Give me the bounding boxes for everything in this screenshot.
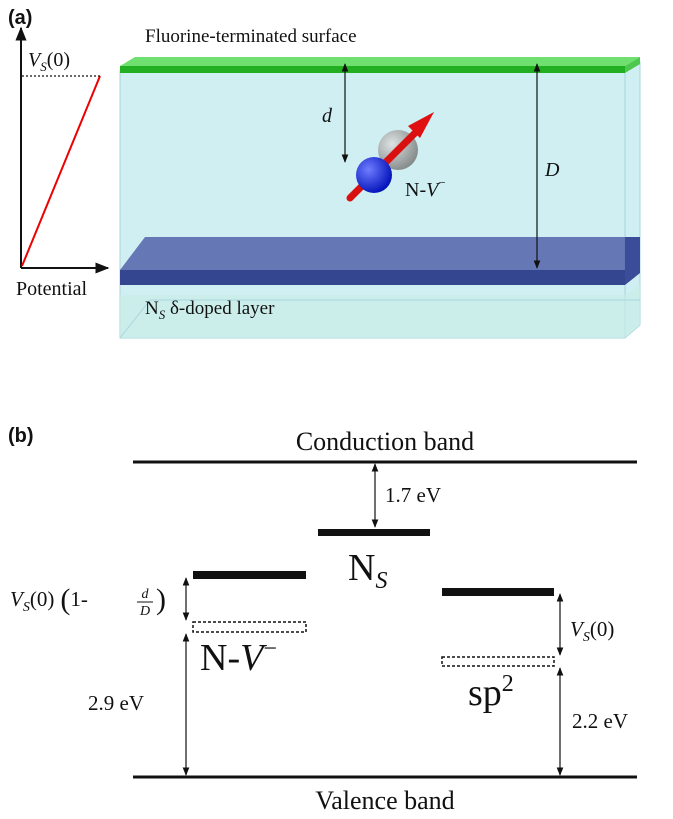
level-label: N-V− <box>200 636 277 679</box>
nv-level <box>193 571 306 579</box>
level-label: sp2 <box>468 671 514 714</box>
band-label: Valence band <box>315 786 454 815</box>
gap-label: 2.2 eV <box>572 709 628 733</box>
shift-label: VS(0)(1- <box>10 583 88 616</box>
band-label: Conduction band <box>296 427 474 456</box>
layer-label: NS δ-doped layer <box>145 298 275 322</box>
panel-label: (b) <box>8 425 34 447</box>
panel-label: (a) <box>8 7 32 29</box>
figure: (a) Fluorine-terminated surface VS(0) Po… <box>0 0 673 819</box>
level-label: NS <box>348 547 387 594</box>
sp2-shifted-level <box>442 657 554 666</box>
doped-layer <box>120 237 640 285</box>
diamond-slab <box>120 62 640 338</box>
fluorine-surface <box>120 57 640 73</box>
sp2-level <box>442 588 554 596</box>
ns-level <box>318 529 430 536</box>
potential-line <box>22 76 100 266</box>
gap-label: 2.9 eV <box>88 691 144 715</box>
shift-label: VS(0) <box>570 617 614 645</box>
potential-max-label: VS(0) <box>28 49 70 74</box>
nv-shifted-level <box>193 622 306 632</box>
gap-label: 1.7 eV <box>385 483 441 507</box>
fraction-numerator: d <box>142 587 150 602</box>
distance-label: d <box>322 105 333 127</box>
paren: ) <box>156 583 166 616</box>
fraction-denominator: D <box>139 604 150 619</box>
surface-label: Fluorine-terminated surface <box>145 26 357 47</box>
distance-label: D <box>544 159 560 181</box>
potential-axis-label: Potential <box>16 278 88 300</box>
